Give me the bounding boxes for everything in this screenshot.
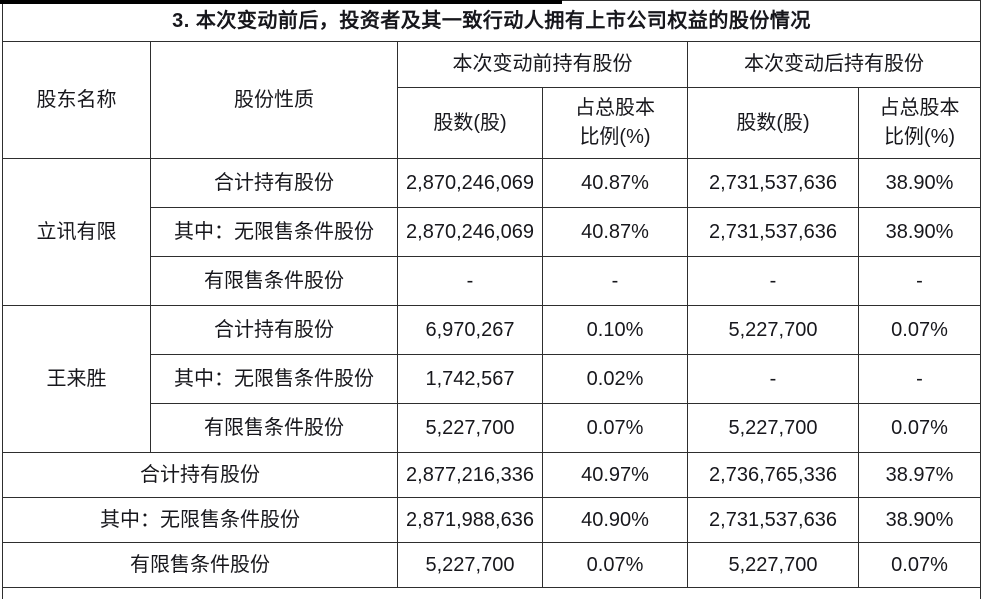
before-ratio-value: 0.10% (542, 305, 688, 355)
after-ratio-value: - (858, 256, 981, 306)
table-row: 3. 本次变动前后，投资者及其一致行动人拥有上市公司权益的股份情况 (2, 0, 981, 42)
table-row-clipped (2, 587, 981, 599)
after-shares-total: 2,731,537,636 (687, 497, 859, 543)
col-header-ratio-after: 占总股本 比例(%) (858, 87, 981, 159)
shareholder-name: 立讯有限 (2, 158, 151, 306)
after-ratio-value: 0.07% (858, 305, 981, 355)
col-header-before-change: 本次变动前持有股份 (397, 41, 688, 88)
table-row: 立讯有限 合计持有股份 2,870,246,069 40.87% 2,731,5… (2, 158, 981, 306)
table-row: 有限售条件股份 5,227,700 0.07% 5,227,700 0.07% (3, 403, 981, 453)
after-shares-value: - (687, 256, 859, 306)
after-ratio-total: 38.97% (858, 452, 981, 498)
total-label: 其中：无限售条件股份 (2, 497, 398, 543)
before-ratio-total: 40.97% (542, 452, 688, 498)
after-ratio-value: - (858, 354, 981, 404)
before-shares-total: 5,227,700 (397, 542, 543, 588)
after-shares-value: 2,731,537,636 (687, 207, 859, 257)
before-shares-total: 2,871,988,636 (397, 497, 543, 543)
after-shares-value: 5,227,700 (687, 305, 859, 355)
after-shares-total: 5,227,700 (687, 542, 859, 588)
before-ratio-value: 0.02% (542, 354, 688, 404)
table-row: 其中：无限售条件股份 2,871,988,636 40.90% 2,731,53… (2, 497, 981, 543)
table-row: 有限售条件股份 - - - - (3, 256, 981, 306)
before-ratio-value: 40.87% (542, 207, 688, 257)
ratio-header-line2: 比例(%) (883, 126, 956, 148)
table-row: 股东名称 股份性质 本次变动前持有股份 本次变动后持有股份 (2, 41, 981, 159)
before-ratio-value: 40.87% (542, 158, 688, 208)
share-nature-label: 其中：无限售条件股份 (150, 207, 398, 257)
after-ratio-total: 0.07% (858, 542, 981, 588)
before-shares-value: 1,742,567 (397, 354, 543, 404)
after-ratio-value: 38.90% (858, 158, 981, 208)
after-shares-value: - (687, 354, 859, 404)
share-nature-label: 其中：无限售条件股份 (150, 354, 398, 404)
before-ratio-total: 40.90% (542, 497, 688, 543)
before-shares-value: - (397, 256, 543, 306)
share-nature-label: 合计持有股份 (150, 305, 398, 355)
total-label: 有限售条件股份 (2, 542, 398, 588)
clipped-empty-cell (2, 587, 981, 599)
total-label: 合计持有股份 (2, 452, 398, 498)
clipped-top-edge-bar (0, 0, 562, 4)
before-shares-value: 6,970,267 (397, 305, 543, 355)
before-ratio-value: - (542, 256, 688, 306)
section-title: 3. 本次变动前后，投资者及其一致行动人拥有上市公司权益的股份情况 (2, 0, 981, 42)
table-row: 王来胜 合计持有股份 6,970,267 0.10% 5,227,700 0.0… (2, 305, 981, 453)
after-shares-total: 2,736,765,336 (687, 452, 859, 498)
table-row: 有限售条件股份 5,227,700 0.07% 5,227,700 0.07% (2, 542, 981, 588)
after-shares-value: 2,731,537,636 (687, 158, 859, 208)
after-shares-value: 5,227,700 (687, 403, 859, 453)
col-header-after-change: 本次变动后持有股份 (687, 41, 981, 88)
ratio-header-line1: 占总股本 (879, 97, 960, 119)
col-header-ratio-before: 占总股本 比例(%) (542, 87, 688, 159)
before-shares-total: 2,877,216,336 (397, 452, 543, 498)
before-ratio-total: 0.07% (542, 542, 688, 588)
ratio-header-line1: 占总股本 (575, 97, 655, 119)
share-nature-label: 合计持有股份 (150, 158, 398, 208)
col-header-shareholder-name: 股东名称 (2, 41, 151, 159)
table-row: 其中：无限售条件股份 2,870,246,069 40.87% 2,731,53… (3, 207, 981, 257)
table-row: 合计持有股份 2,877,216,336 40.97% 2,736,765,33… (2, 452, 981, 498)
before-shares-value: 2,870,246,069 (397, 158, 543, 208)
shareholder-name: 王来胜 (2, 305, 151, 453)
col-header-shares-after: 股数(股) (687, 87, 859, 159)
ratio-header-line2: 比例(%) (579, 126, 651, 148)
col-header-share-nature: 股份性质 (150, 41, 398, 159)
after-ratio-value: 0.07% (858, 403, 981, 453)
share-nature-label: 有限售条件股份 (150, 403, 398, 453)
after-ratio-value: 38.90% (858, 207, 981, 257)
before-shares-value: 2,870,246,069 (397, 207, 543, 257)
before-ratio-value: 0.07% (542, 403, 688, 453)
col-header-shares-before: 股数(股) (397, 87, 543, 159)
share-nature-label: 有限售条件股份 (150, 256, 398, 306)
table-row: 股数(股) 占总股本 比例(%) 股数(股) 占总股本 比例(%) (3, 87, 981, 159)
before-shares-value: 5,227,700 (397, 403, 543, 453)
after-ratio-total: 38.90% (858, 497, 981, 543)
